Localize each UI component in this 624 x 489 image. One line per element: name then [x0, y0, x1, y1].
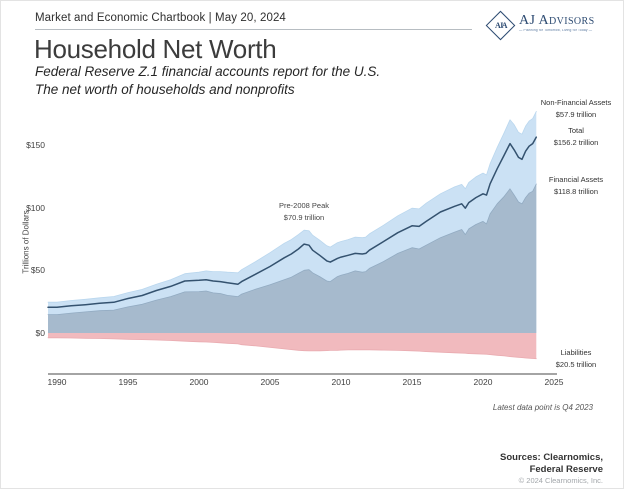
- edge-financial-assets: [47, 183, 537, 315]
- x-tick-2025: 2025: [544, 377, 564, 387]
- subtitle-line-2: The net worth of households and nonprofi…: [35, 81, 295, 97]
- x-axis-tick-labels: 1990 1995 2000 2005 2010 2015 2020 2025: [0, 377, 624, 389]
- logo-name: AJ Advisors: [519, 13, 595, 28]
- financial-assets-name: Financial Assets: [548, 175, 604, 184]
- edge-liabilities: [47, 337, 537, 360]
- sources-text: Sources: Clearnomics, Federal Reserve: [500, 452, 603, 475]
- page-subtitle: Federal Reserve Z.1 financial accounts r…: [35, 63, 380, 98]
- x-tick-2000: 2000: [189, 377, 209, 387]
- logo-tagline: — Planning for Tomorrow, Living for Toda…: [519, 29, 593, 33]
- financial-assets-label: Financial Assets $118.8 trillion: [532, 174, 620, 197]
- area-liabilities: [48, 333, 537, 359]
- non-financial-assets-value: $57.9 trillion: [555, 109, 597, 119]
- liabilities-label: Liabilities $20.5 trillion: [532, 347, 620, 370]
- y-axis-title: Trillions of Dollars: [21, 210, 31, 274]
- sources-line-2: Federal Reserve: [529, 463, 603, 475]
- x-tick-2015: 2015: [402, 377, 422, 387]
- header-divider: [35, 29, 472, 30]
- logo-text-block: AJ Advisors — Planning for Tomorrow, Liv…: [519, 11, 624, 35]
- liabilities-value: $20.5 trillion: [555, 359, 597, 369]
- sources-line-1: Sources: Clearnomics,: [500, 452, 603, 463]
- x-tick-2020: 2020: [473, 377, 493, 387]
- subtitle-line-1: Federal Reserve Z.1 financial accounts r…: [35, 64, 381, 79]
- non-financial-assets-name: Non-Financial Assets: [540, 98, 612, 107]
- y-tick-100: $100: [26, 202, 45, 213]
- x-tick-1995: 1995: [118, 377, 138, 387]
- y-tick-50: $50: [30, 265, 45, 276]
- peak-annotation-value: $70.9 trillion: [283, 213, 325, 222]
- area-financial-assets: [48, 184, 537, 333]
- y-tick-0: $0: [35, 328, 45, 338]
- chartbook-header: Market and Economic Chartbook | May 20, …: [35, 12, 286, 24]
- aj-advisors-logo: AJA AJ Advisors — Planning for Tomorrow,…: [485, 10, 624, 41]
- peak-annotation-title: Pre-2008 Peak: [278, 201, 330, 210]
- line-net-worth: [47, 136, 538, 309]
- x-tick-1990: 1990: [47, 377, 67, 387]
- page-title: Household Net Worth: [34, 34, 277, 64]
- latest-data-note: Latest data point is Q4 2023: [492, 403, 593, 412]
- y-tick-150: $150: [26, 139, 45, 150]
- edge-total-assets: [47, 111, 537, 303]
- total-label: Total $156.2 trillion: [532, 125, 620, 148]
- total-name: Total: [568, 126, 584, 135]
- liabilities-name: Liabilities: [560, 348, 592, 357]
- non-financial-assets-label: Non-Financial Assets $57.9 trillion: [532, 97, 620, 120]
- copyright-text: © 2024 Clearnomics, Inc.: [518, 476, 603, 485]
- pre-2008-peak-annotation: Pre-2008 Peak $70.9 trillion: [279, 200, 329, 224]
- total-value: $156.2 trillion: [553, 137, 599, 147]
- financial-assets-value: $118.8 trillion: [553, 186, 599, 196]
- x-tick-2005: 2005: [260, 377, 280, 387]
- x-tick-2010: 2010: [331, 377, 351, 387]
